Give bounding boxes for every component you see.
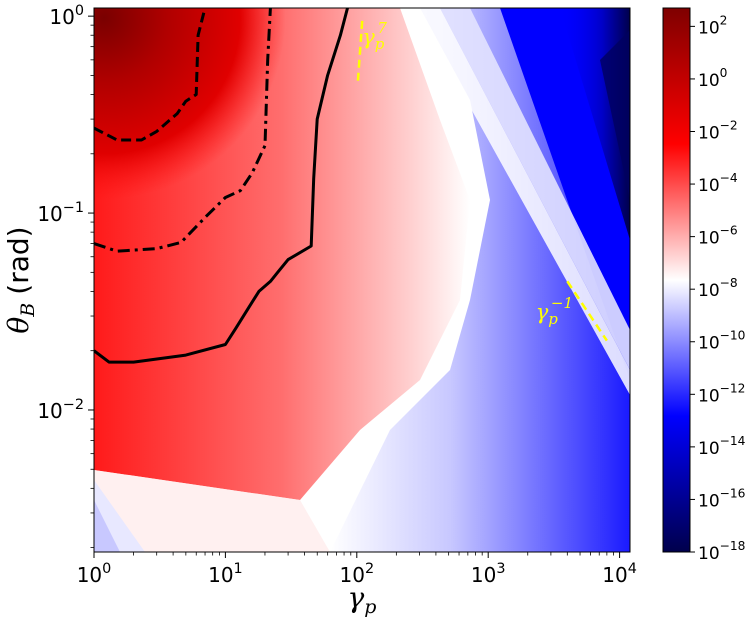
reference-line-label: γp7 [362,19,387,53]
y-axis-label-unit: (rad) [2,226,35,294]
x-tick-label: 100 [77,561,112,587]
colorbar-ticks: 10−18 10−16 10−14 10−12 10−10 10−8 10−6 10−4 10−… [690,13,746,564]
contour-lines [94,8,349,364]
reference-line-label: γp−1 [536,294,573,328]
colorbar-tick-label: 10−4 [698,171,738,196]
colorbar-gradient [662,7,691,553]
contour-dashed [94,8,207,142]
reference-line-labels: γp7 γp−1 [362,19,573,328]
x-tick-label: 104 [602,561,637,587]
x-tick-label: 101 [208,561,243,587]
contour-solid [94,8,349,364]
x-tick-label: 102 [339,561,374,587]
colorbar-tick-label: 10−8 [698,276,738,301]
y-tick-label: 100 [49,3,84,29]
x-axis-label: γp [348,581,377,618]
y-axis-label-sub: B [17,303,39,318]
colorbar-tick-label: 10−2 [698,118,738,143]
colorbar-tick-label: 10−12 [698,381,745,406]
heatmap-field [94,8,630,552]
reference-lines [356,20,608,342]
x-axis-label-sub: p [364,596,376,618]
y-tick-label: 10−1 [37,200,84,226]
reference-line [356,20,364,81]
plot-frame [93,7,631,553]
y-axis: 10−2 10−1 100 [37,3,94,549]
colorbar-tick-label: 10−16 [698,486,746,511]
colorbar-tick-label: 10−18 [698,539,745,564]
colorbar-tick-label: 100 [698,66,727,91]
colorbar-tick-label: 10−6 [698,224,738,249]
y-axis-label: θB (rad) [2,226,39,333]
reference-line [566,280,608,342]
x-axis: 100 101 102 103 104 [77,552,637,587]
colorbar: 10−18 10−16 10−14 10−12 10−10 10−8 10−6 10−4 10−… [662,7,746,564]
y-tick-label: 10−2 [37,397,84,423]
colorbar-tick-label: 10−14 [698,434,746,459]
x-axis-label-symbol: γ [348,581,365,614]
y-axis-label-symbol: θ [2,317,35,334]
contour-dashdot [94,8,272,253]
colorbar-tick-label: 10−10 [698,329,745,354]
x-tick-label: 103 [471,561,506,587]
colorbar-tick-label: 102 [698,13,727,38]
